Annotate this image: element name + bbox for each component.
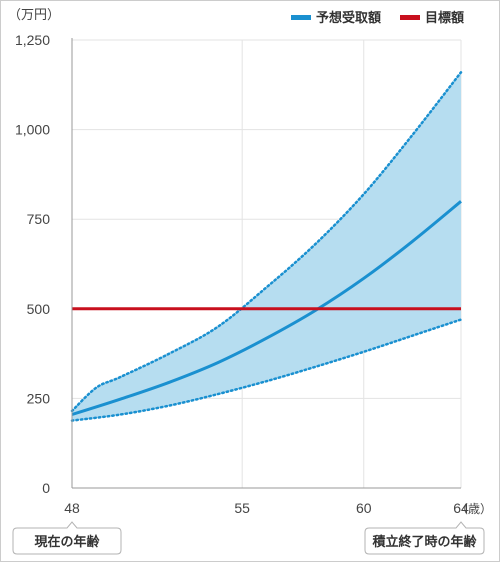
x-tick-label: 48: [64, 500, 80, 516]
axes: [71, 38, 461, 489]
x-tick-label: 60: [356, 500, 372, 516]
legend-label: 目標額: [425, 10, 464, 25]
callout-box: [364, 521, 485, 555]
y-tick-label: 500: [27, 301, 51, 317]
x-tick-label: 64: [453, 500, 469, 516]
x-axis-unit-label: （歳）: [456, 502, 492, 516]
callout-box: [12, 521, 122, 555]
y-tick-label: 1,250: [15, 32, 50, 48]
legend: 予想受取額 目標額: [291, 10, 464, 25]
y-tick-label: 250: [27, 390, 51, 406]
legend-label: 予想受取額: [316, 10, 381, 25]
y-tick-label: 750: [27, 211, 51, 227]
x-tick-labels: 48 55 60 64: [64, 500, 469, 516]
y-tick-labels: 0 250 500 750 1,000 1,250: [15, 32, 50, 496]
y-tick-label: 1,000: [15, 122, 50, 138]
y-tick-label: 0: [42, 480, 50, 496]
legend-item: 予想受取額: [291, 10, 381, 25]
expected-amount-line: [71, 200, 462, 416]
callout-label: 現在の年齢: [34, 534, 100, 549]
projection-band: [72, 72, 461, 421]
legend-item: 目標額: [400, 10, 464, 25]
lower-bound-line: [70, 318, 463, 422]
age-callout: 現在の年齢: [12, 521, 122, 555]
x-tick-label: 55: [234, 500, 250, 516]
upper-bound-line: [70, 71, 463, 413]
y-axis-unit-label: （万円）: [8, 7, 60, 22]
legend-swatch: [400, 15, 420, 20]
callout-label: 積立終了時の年齢: [371, 534, 477, 549]
age-callout: 積立終了時の年齢: [364, 521, 485, 555]
legend-swatch: [291, 15, 311, 20]
age-annotations: 現在の年齢 積立終了時の年齢: [12, 521, 485, 555]
